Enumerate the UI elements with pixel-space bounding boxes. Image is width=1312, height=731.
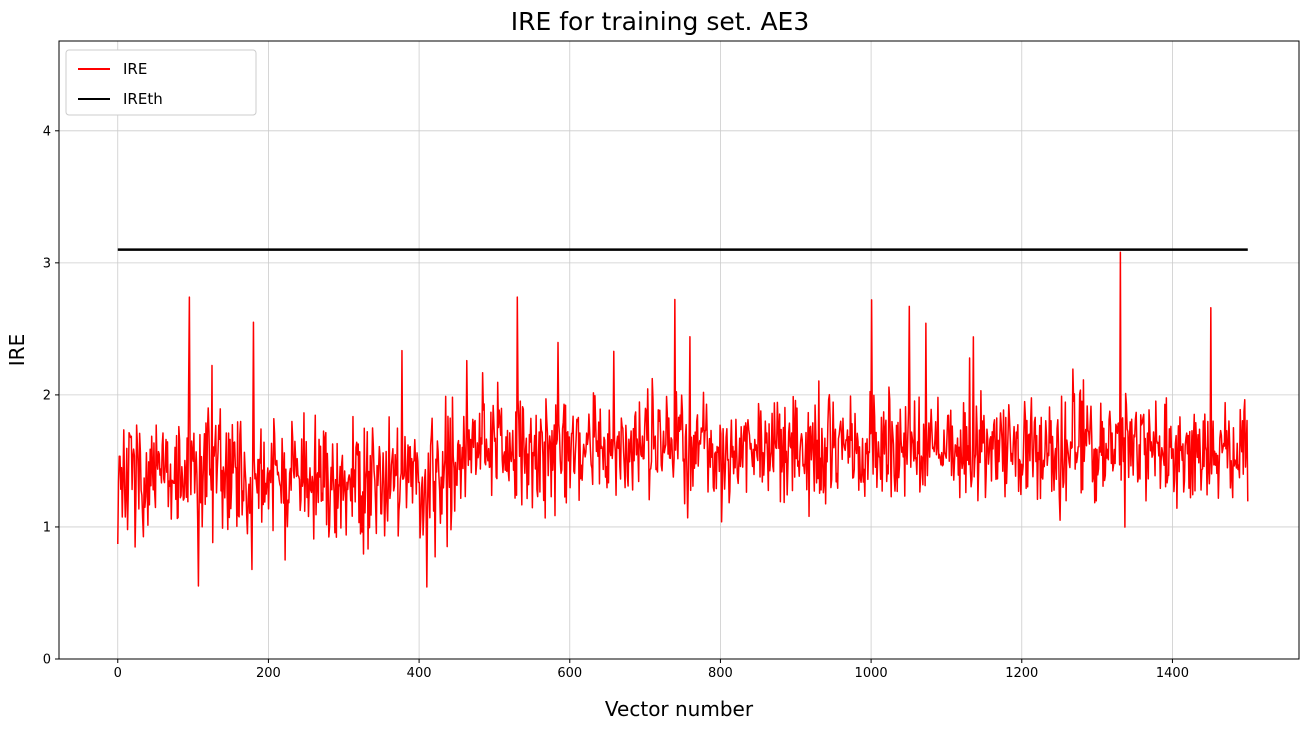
x-tick-label: 0 [114, 666, 122, 681]
x-tick-label: 400 [407, 666, 432, 681]
y-tick-label: 0 [43, 653, 51, 668]
legend-box [65, 49, 257, 116]
y-tick-label: 4 [43, 124, 51, 139]
y-tick-label: 1 [43, 520, 51, 535]
plot-area [117, 248, 1249, 588]
x-tick-label: 1000 [855, 666, 888, 681]
x-tick-label: 200 [256, 666, 281, 681]
x-tick-labels: 0 200 400 600 800 1000 1200 1400 [114, 659, 1189, 681]
y-tick-labels: 0 1 2 3 4 [43, 124, 59, 668]
y-axis-label: IRE [5, 334, 29, 366]
y-tick-label: 3 [43, 256, 51, 271]
x-tick-label: 1200 [1005, 666, 1038, 681]
legend: IRE IREth [65, 49, 257, 116]
axes-frame [58, 40, 1300, 660]
series-line-IRE [117, 251, 1249, 588]
grid-lines [59, 41, 1299, 660]
legend-label-ire: IRE [123, 60, 147, 78]
chart-title: IRE for training set. AE3 [511, 7, 810, 36]
y-tick-label: 2 [43, 388, 51, 403]
x-axis-label: Vector number [605, 697, 754, 721]
legend-label-ireth: IREth [123, 90, 163, 108]
x-tick-label: 800 [708, 666, 733, 681]
x-tick-label: 1400 [1156, 666, 1189, 681]
x-tick-label: 600 [557, 666, 582, 681]
